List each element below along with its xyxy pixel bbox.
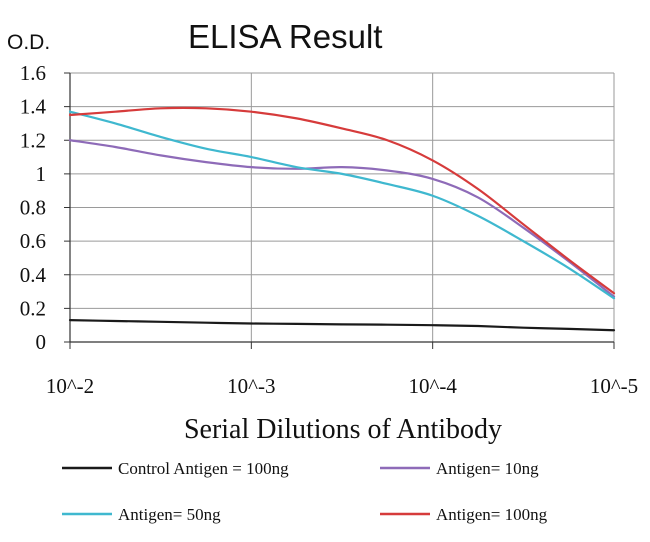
y-tick-label: 0	[36, 330, 47, 354]
x-tick-label: 10^-3	[227, 374, 275, 398]
legend-label: Antigen= 100ng	[436, 505, 548, 524]
legend-item: Antigen= 100ng	[380, 505, 548, 524]
legend-label: Control Antigen = 100ng	[118, 459, 289, 478]
y-tick-labels: 0 0.2 0.4 0.6 0.8 1 1.2 1.4 1.6	[20, 61, 47, 354]
y-axis-label: O.D.	[7, 31, 50, 54]
x-tick-label: 10^-5	[590, 374, 638, 398]
grid	[70, 72, 615, 342]
y-tick-label: 1.4	[20, 95, 47, 119]
legend-item: Antigen= 50ng	[62, 505, 221, 524]
y-tick-label: 1.2	[20, 128, 46, 152]
x-tick-label: 10^-2	[46, 374, 94, 398]
x-tick-label: 10^-4	[408, 374, 457, 398]
series-line-antigen-50ng	[68, 110, 616, 300]
legend-item: Control Antigen = 100ng	[62, 459, 289, 478]
legend: Control Antigen = 100ng Antigen= 10ng Anti…	[62, 459, 548, 524]
y-tick-label: 1	[36, 162, 47, 186]
y-tick-label: 0.6	[20, 229, 46, 253]
y-tick-label: 0.8	[20, 196, 46, 220]
series-line-control-antigen-100ng	[68, 319, 616, 332]
axes	[64, 72, 615, 349]
x-tick-labels: 10^-2 10^-3 10^-4 10^-5	[46, 374, 638, 398]
legend-item: Antigen= 10ng	[380, 459, 539, 478]
x-axis-label: Serial Dilutions of Antibody	[184, 414, 502, 445]
y-tick-label: 1.6	[20, 61, 46, 85]
y-tick-label: 0.2	[20, 296, 46, 320]
series-line-antigen-10ng	[68, 139, 616, 298]
chart-title: ELISA Result	[188, 18, 382, 55]
legend-label: Antigen= 50ng	[118, 505, 221, 524]
legend-label: Antigen= 10ng	[436, 459, 539, 478]
y-tick-label: 0.4	[20, 263, 47, 287]
series-lines	[68, 106, 616, 332]
series-line-antigen-100ng	[68, 106, 616, 295]
